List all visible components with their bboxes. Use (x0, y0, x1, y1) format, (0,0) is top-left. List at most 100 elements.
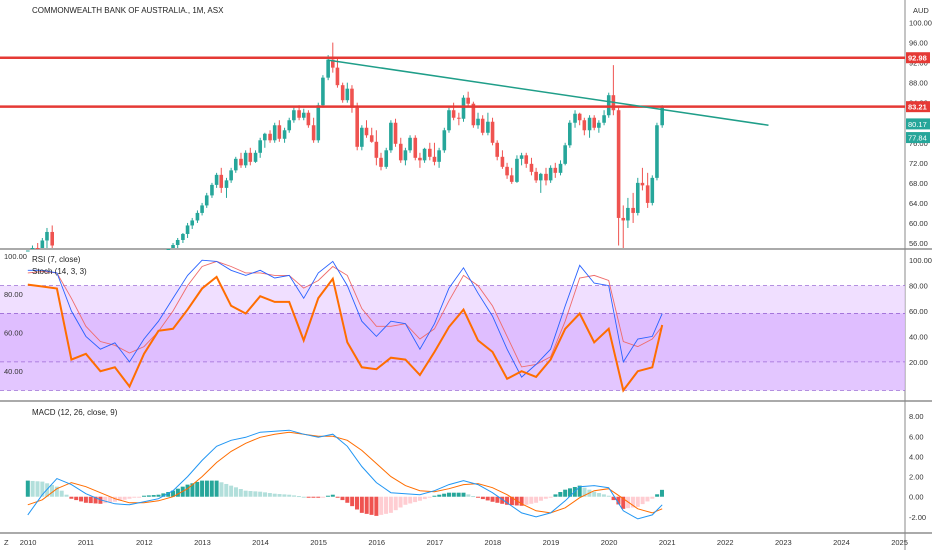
macd-histogram-bar (267, 493, 272, 497)
candle-body (660, 107, 664, 126)
macd-histogram-bar (616, 496, 621, 505)
macd-histogram-bar (582, 487, 587, 497)
candle-body (597, 122, 601, 128)
macd-histogram-bar (345, 496, 350, 503)
macd-histogram-bar (321, 496, 326, 498)
time-tick-label: 2025 (891, 538, 908, 547)
macd-histogram-bar (466, 494, 471, 497)
macd-histogram-bar (311, 496, 316, 498)
macd-histogram-bar (388, 496, 393, 513)
candle-body (175, 239, 180, 245)
macd-histogram-bar (630, 496, 635, 508)
candle-body (461, 97, 466, 119)
candle-body (515, 158, 519, 182)
candle-body (582, 120, 587, 131)
stoch-indicator-title[interactable]: Stoch (14, 3, 3) (32, 267, 87, 276)
rsi-indicator-title[interactable]: RSI (7, close) (32, 255, 81, 264)
timezone-z-label[interactable]: Z (4, 538, 9, 547)
macd-histogram-bar (413, 496, 418, 503)
macd-histogram-bar (529, 496, 534, 504)
macd-histogram-bar (621, 496, 626, 509)
candle-body (422, 148, 427, 161)
price-tick-label: 100.00 (909, 19, 932, 28)
macd-histogram-bar (122, 496, 127, 500)
stoch-tick-label: 60.00 (909, 307, 928, 316)
price-tick-label: 68.00 (909, 179, 928, 188)
macd-histogram-bar (364, 496, 369, 514)
macd-histogram-bar (282, 494, 287, 497)
macd-histogram-bar (379, 496, 384, 515)
macd-histogram-bar (50, 484, 55, 497)
macd-histogram-bar (209, 480, 214, 497)
macd-histogram-bar (650, 496, 655, 499)
macd-histogram-bar (137, 496, 142, 498)
candle-body (524, 155, 529, 164)
macd-histogram-bar (369, 496, 374, 515)
price-tick-label: 64.00 (909, 199, 928, 208)
macd-histogram-bar (59, 490, 64, 497)
macd-histogram-bar (422, 496, 427, 500)
macd-histogram-bar (64, 494, 69, 497)
stoch-tick-label: 80.00 (909, 282, 928, 291)
candle-body (563, 145, 567, 164)
macd-histogram-bar (543, 496, 548, 499)
macd-indicator-title[interactable]: MACD (12, 26, close, 9) (32, 408, 118, 417)
symbol-title: COMMONWEALTH BANK OF AUSTRALIA., 1M, ASX (32, 6, 224, 15)
candle-body (451, 110, 456, 118)
macd-histogram-bar (490, 496, 495, 502)
candle-body (287, 120, 292, 131)
macd-histogram-bar (645, 496, 650, 502)
macd-histogram-bar (79, 496, 84, 502)
candle-body (621, 217, 626, 221)
macd-histogram-bar (156, 494, 161, 497)
macd-histogram-bar (229, 485, 234, 497)
macd-histogram-bar (635, 496, 640, 507)
macd-histogram-bar (548, 496, 553, 498)
macd-histogram-bar (500, 496, 505, 504)
candle-body (355, 107, 359, 147)
macd-histogram-bar (166, 492, 171, 497)
candle-body (50, 231, 55, 246)
candle-body (384, 150, 389, 167)
macd-histogram-bar (601, 494, 606, 497)
candle-body (364, 127, 369, 136)
candle-body (631, 207, 635, 213)
candle-body (26, 250, 30, 252)
macd-histogram-bar (505, 496, 510, 505)
candle-body (171, 244, 175, 248)
macd-histogram-bar (30, 480, 35, 497)
current-price-label: 80.17 (908, 120, 927, 129)
time-tick-label: 2018 (485, 538, 502, 547)
macd-histogram-bar (577, 485, 582, 497)
oscillator-pane: 100.00 80.00 60.00 40.00 100.00 80.00 60.00 40.… (0, 252, 932, 393)
candle-body (650, 177, 655, 203)
macd-histogram-bar (592, 491, 597, 497)
macd-histogram-bar (359, 496, 364, 513)
current-price-label: 77.84 (908, 134, 927, 143)
candle-body (432, 156, 437, 162)
macd-histogram-bar (93, 496, 98, 504)
candle-body (210, 184, 214, 196)
macd-histogram-bar (161, 493, 166, 497)
price-tick-label: 76.00 (909, 139, 928, 148)
macd-histogram-bar (330, 494, 335, 497)
macd-histogram-bar (69, 496, 74, 499)
macd-histogram-bar (495, 496, 500, 503)
candle-body (360, 127, 364, 147)
candle-body (447, 110, 451, 131)
time-tick-label: 2014 (252, 538, 269, 547)
candle-body (195, 212, 200, 221)
candle-body (509, 175, 514, 182)
resistance-price-label: 92.98 (908, 54, 927, 63)
price-tick-label: 88.00 (909, 79, 928, 88)
macd-histogram-bar (659, 489, 664, 497)
candle-body (190, 220, 195, 226)
time-tick-label: 2017 (426, 538, 443, 547)
rsi-band (0, 313, 905, 391)
pane-background (0, 0, 905, 248)
macd-histogram-bar (538, 496, 543, 501)
macd-signal-line (27, 431, 663, 514)
candle-body (471, 103, 476, 126)
rsi-line (27, 275, 664, 393)
